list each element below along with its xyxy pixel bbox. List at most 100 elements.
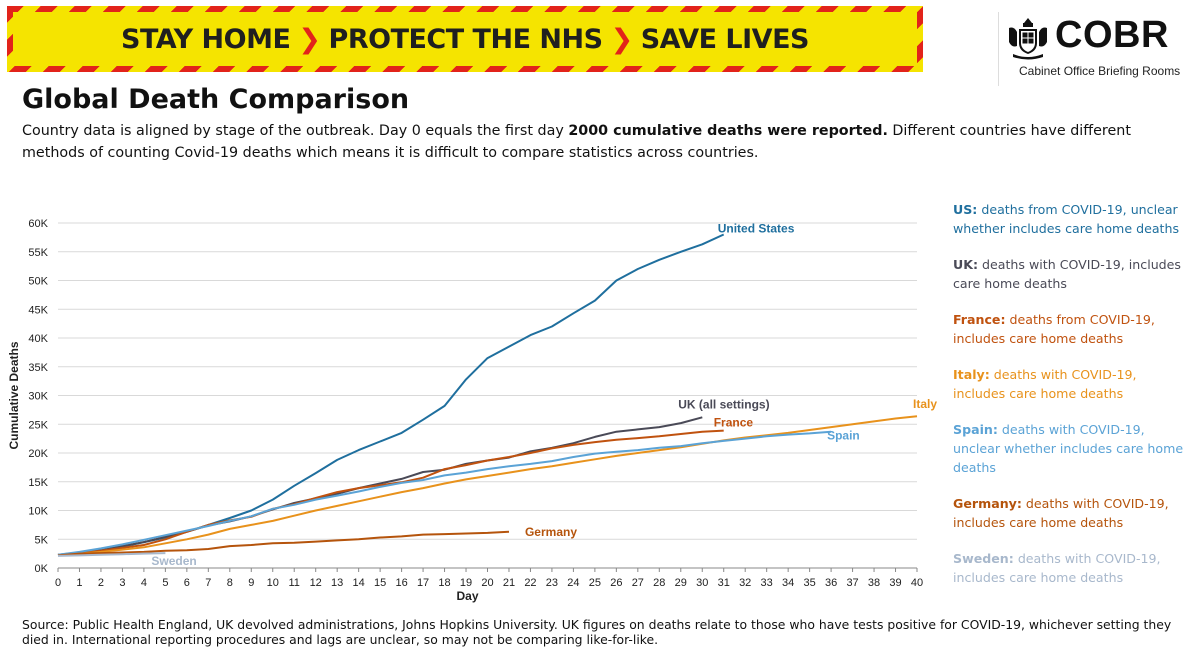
x-tick-label: 32 (739, 577, 751, 589)
x-tick-label: 36 (825, 577, 837, 589)
y-tick-label: 60K (28, 218, 48, 230)
y-tick-label: 30K (28, 391, 48, 403)
x-tick-label: 3 (119, 577, 125, 589)
description-after: Different countries have different metho… (22, 123, 1131, 161)
series-label: Spain (827, 429, 860, 443)
y-tick-label: 10K (28, 506, 48, 518)
x-tick-label: 4 (141, 577, 147, 589)
legend-text: deaths with COVID-19, includes care home… (953, 257, 1181, 291)
legend-item-france: France: deaths from COVID-19, includes c… (953, 310, 1188, 348)
x-tick-label: 16 (395, 577, 407, 589)
legend-text: deaths from COVID-19, unclear whether in… (953, 202, 1180, 236)
x-axis-title: Day (456, 589, 478, 603)
series-line-united-states (57, 233, 725, 557)
series-label: Sweden (151, 554, 196, 568)
x-tick-label: 10 (267, 577, 279, 589)
x-tick-label: 33 (761, 577, 773, 589)
y-tick-label: 15K (28, 477, 48, 489)
series-line-france (57, 429, 724, 556)
legend-country: Italy: (953, 367, 990, 382)
legend-country: France: (953, 312, 1006, 327)
legend-country: Germany: (953, 496, 1022, 511)
y-axis-title: Cumulative Deaths (7, 341, 21, 449)
series-line-italy (57, 415, 918, 557)
y-tick-label: 55K (28, 247, 48, 259)
logo-wordmark: COBR (1055, 14, 1169, 56)
x-tick-label: 18 (438, 577, 450, 589)
legend-country: Spain: (953, 422, 998, 437)
series-label: Germany (525, 525, 577, 539)
legend-country: US: (953, 202, 978, 217)
x-tick-label: 2 (98, 577, 104, 589)
x-tick-label: 38 (868, 577, 880, 589)
x-tick-label: 19 (460, 577, 472, 589)
series-label: France (714, 416, 754, 430)
x-tick-label: 40 (911, 577, 923, 589)
x-tick-label: 9 (248, 577, 254, 589)
legend-text: deaths with COVID-19, includes care home… (953, 367, 1137, 401)
legend-item-italy: Italy: deaths with COVID-19, includes ca… (953, 365, 1188, 403)
x-tick-label: 39 (889, 577, 901, 589)
cobr-logo: COBR Cabinet Office Briefing Rooms (998, 12, 1189, 86)
legend-item-us: US: deaths from COVID-19, unclear whethe… (953, 200, 1188, 238)
logo-subtitle: Cabinet Office Briefing Rooms (1019, 64, 1181, 78)
y-tick-label: 50K (28, 276, 48, 288)
legend-item-sweden: Sweden: deaths with COVID-19, includes c… (953, 549, 1188, 587)
x-tick-label: 14 (353, 577, 365, 589)
x-tick-label: 25 (589, 577, 601, 589)
banner-text: STAY HOME ❯ PROTECT THE NHS ❯ SAVE LIVES (121, 24, 809, 55)
x-tick-label: 0 (55, 577, 61, 589)
x-tick-label: 31 (718, 577, 730, 589)
x-tick-label: 11 (289, 577, 300, 589)
x-tick-label: 1 (76, 577, 82, 589)
x-tick-label: 22 (524, 577, 536, 589)
x-tick-label: 12 (310, 577, 322, 589)
chevron-right-icon: ❯ (298, 23, 321, 55)
y-tick-label: 25K (28, 419, 48, 431)
series-line-uk-all-settings- (57, 416, 703, 556)
x-tick-label: 23 (546, 577, 558, 589)
page-title: Global Death Comparison (22, 84, 410, 115)
banner-part-1: STAY HOME (121, 23, 291, 55)
x-tick-label: 26 (610, 577, 622, 589)
x-tick-label: 8 (227, 577, 233, 589)
legend-text: deaths from COVID-19, includes care home… (953, 312, 1155, 346)
royal-crest-icon (1009, 18, 1047, 60)
page-description: Country data is aligned by stage of the … (22, 120, 1162, 164)
series-label: United States (718, 222, 795, 236)
series-label: Italy (913, 397, 937, 411)
x-tick-label: 37 (846, 577, 858, 589)
x-tick-label: 6 (184, 577, 190, 589)
legend: US: deaths from COVID-19, unclear whethe… (953, 200, 1188, 604)
y-tick-label: 40K (28, 333, 48, 345)
legend-country: Sweden: (953, 551, 1014, 566)
y-tick-label: 45K (28, 304, 48, 316)
x-tick-label: 34 (782, 577, 794, 589)
x-tick-label: 21 (503, 577, 515, 589)
legend-item-uk: UK: deaths with COVID-19, includes care … (953, 255, 1188, 293)
series-line-sweden (57, 552, 166, 557)
campaign-banner: STAY HOME ❯ PROTECT THE NHS ❯ SAVE LIVES (7, 6, 923, 72)
y-tick-label: 20K (28, 448, 48, 460)
legend-country: UK: (953, 257, 979, 272)
description-before: Country data is aligned by stage of the … (22, 123, 569, 139)
x-tick-label: 24 (567, 577, 579, 589)
legend-item-germany: Germany: deaths with COVID-19, includes … (953, 494, 1188, 532)
legend-text: deaths with COVID-19, includes care home… (953, 496, 1169, 530)
source-note: Source: Public Health England, UK devolv… (22, 617, 1172, 647)
description-bold: 2000 cumulative deaths were reported. (568, 123, 888, 139)
x-tick-label: 35 (804, 577, 816, 589)
legend-text: deaths with COVID-19, unclear whether in… (953, 422, 1184, 475)
x-tick-label: 30 (696, 577, 708, 589)
x-tick-label: 17 (417, 577, 429, 589)
chevron-right-icon: ❯ (610, 23, 634, 55)
series-line-spain (57, 430, 832, 556)
banner-part-3: SAVE LIVES (640, 23, 810, 55)
legend-text: deaths with COVID-19, includes care home… (953, 551, 1161, 585)
x-tick-label: 28 (653, 577, 665, 589)
legend-item-spain: Spain: deaths with COVID-19, unclear whe… (953, 420, 1188, 477)
series-label: UK (all settings) (678, 397, 769, 411)
y-tick-label: 0K (35, 563, 49, 575)
x-tick-label: 5 (162, 577, 168, 589)
